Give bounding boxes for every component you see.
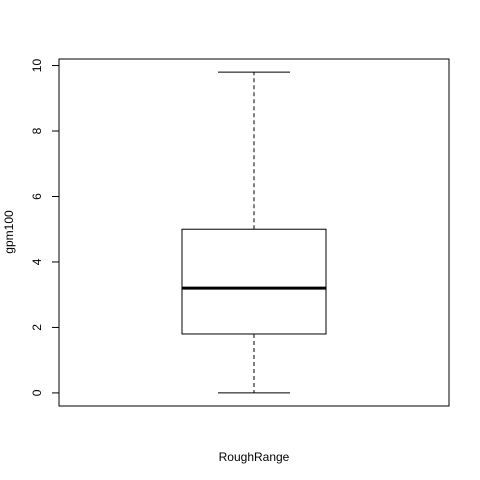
y-tick-label: 2: [30, 324, 44, 331]
y-tick-label: 10: [30, 59, 44, 73]
plot-area-frame: [58, 58, 450, 407]
y-tick-label: 0: [30, 389, 44, 396]
y-tick-label: 4: [30, 258, 44, 265]
boxplot-series: [181, 71, 327, 394]
y-axis-label: gpm100: [2, 210, 16, 254]
x-axis-label: RoughRange: [219, 450, 290, 464]
y-axis: 0 2 4 6 8 10: [30, 59, 60, 396]
interquartile-box: [181, 228, 327, 335]
y-tick-label: 6: [30, 193, 44, 200]
y-tick-label: 8: [30, 127, 44, 134]
